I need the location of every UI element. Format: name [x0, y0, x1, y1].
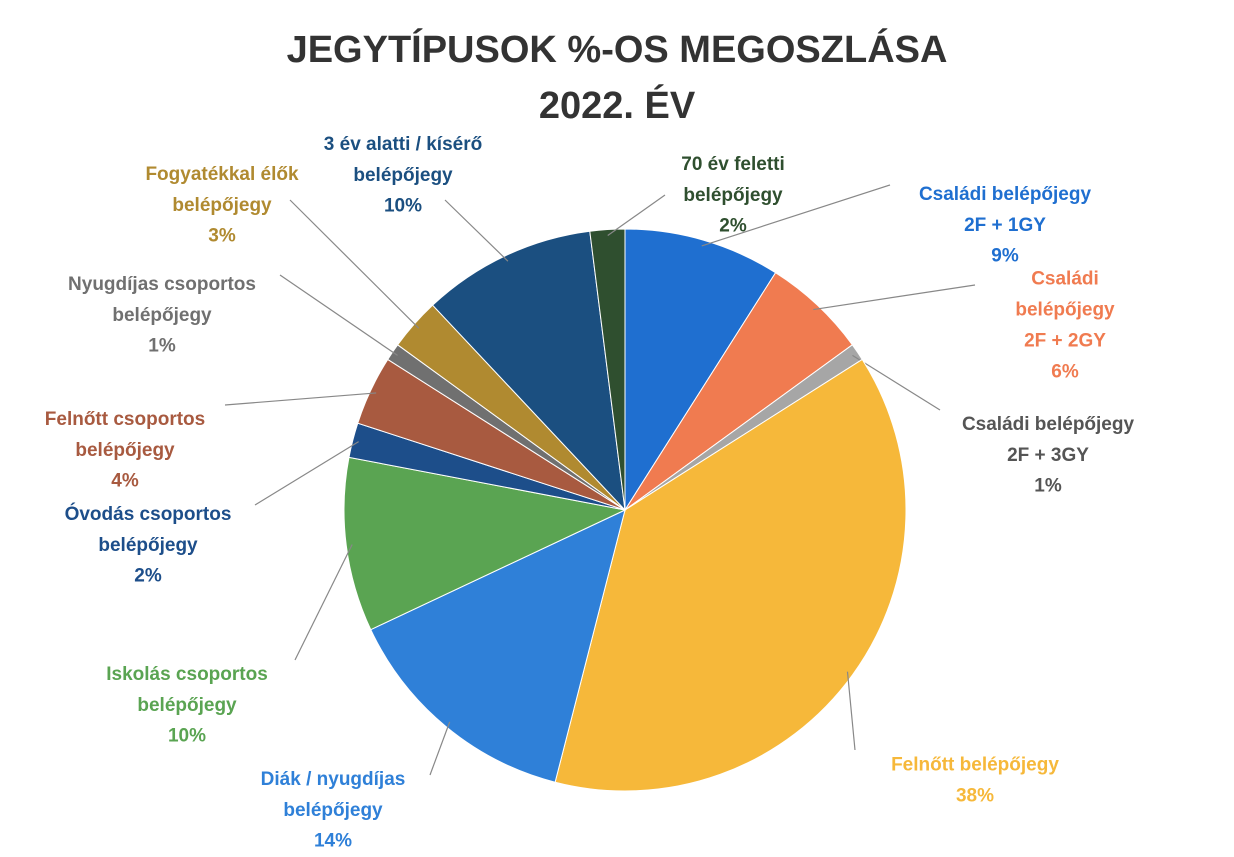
leader-line [444, 199, 509, 262]
leader-line [607, 194, 666, 237]
leader-line [254, 441, 359, 506]
value-label: 1% [1034, 475, 1062, 497]
value-label: 2% [134, 565, 162, 587]
pie-slice [589, 228, 626, 511]
value-label: 2% [719, 215, 747, 237]
value-label: 14% [313, 830, 353, 852]
leader-line [224, 392, 377, 406]
pie-slice [343, 456, 627, 631]
slice-label: Családi belépőjegy 2F + 1GY [918, 184, 1092, 236]
slice-label: Felnőtt csoportos belépőjegy [44, 409, 206, 461]
value-label: 3% [208, 225, 236, 247]
leader-line [279, 274, 398, 356]
leader-line [429, 721, 451, 776]
pie-slice [431, 230, 626, 512]
slice-label: Óvodás csoportos belépőjegy [64, 504, 232, 556]
pie-slice [624, 228, 777, 512]
slice-label: Nyugdíjas csoportos belépőjegy [68, 274, 256, 326]
value-label: 10% [383, 195, 423, 217]
pie-slice [554, 358, 907, 792]
leader-line [701, 184, 891, 247]
leader-line [294, 544, 353, 661]
value-label: 9% [991, 245, 1019, 267]
pie-slice [370, 509, 626, 783]
value-label: 38% [955, 785, 995, 806]
slice-label: Családi belépőjegy 2F + 3GY [961, 414, 1135, 466]
leader-line [852, 354, 941, 411]
slice-label: Fogyatékkal élők belépőjegy [145, 164, 299, 216]
value-label: 1% [148, 335, 176, 357]
leader-line [846, 671, 856, 751]
leader-line [813, 284, 976, 311]
slice-label: Iskolás csoportos belépőjegy [106, 664, 268, 716]
chart-title: JEGYTÍPUSOK %-OS MEGOSZLÁSA 2022. ÉV [286, 29, 948, 127]
value-label: 10% [167, 725, 207, 747]
slice-label: Családi belépőjegy 2F + 2GY [1015, 268, 1115, 352]
slice-label: Felnőtt belépőjegy [891, 754, 1059, 776]
slice-label: 3 év alatti / kísérő belépőjegy [323, 134, 483, 186]
value-label: 4% [111, 470, 139, 492]
value-label: 6% [1051, 361, 1079, 382]
slice-label: Diák / nyugdíjas belépőjegy [260, 769, 406, 821]
leader-line [289, 199, 420, 329]
slice-label: 70 év feletti belépőjegy [681, 154, 785, 206]
